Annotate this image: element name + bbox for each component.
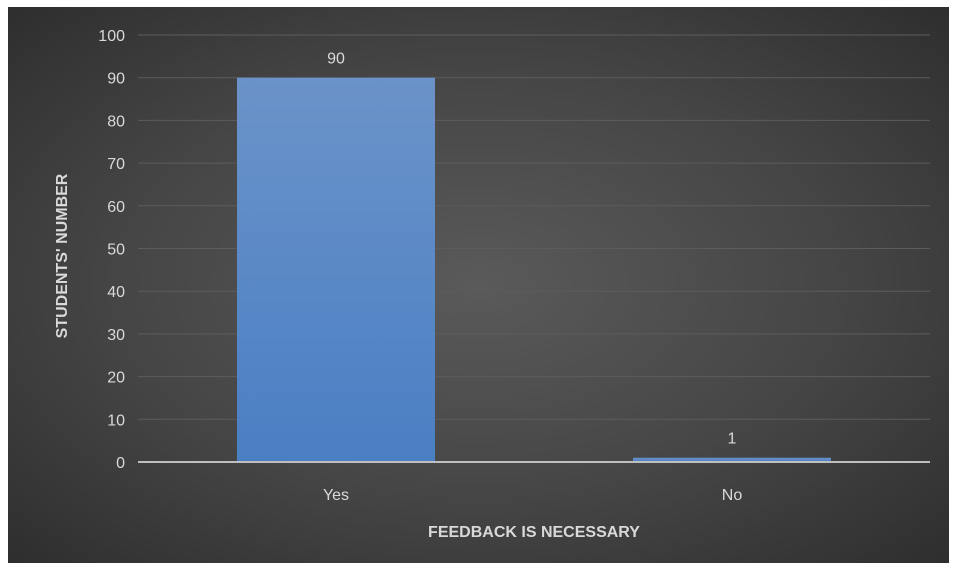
y-tick-label: 40 xyxy=(107,284,125,301)
bar-no xyxy=(633,457,831,462)
y-axis-ticks: 0 10 20 30 40 50 60 70 80 90 100 xyxy=(98,28,125,472)
y-tick-label: 90 xyxy=(107,71,125,88)
x-axis-ticks: Yes No xyxy=(323,487,742,504)
y-tick-label: 80 xyxy=(107,113,125,130)
x-tick-label: No xyxy=(722,487,743,504)
y-tick-label: 0 xyxy=(116,455,125,472)
chart-area: 0 10 20 30 40 50 60 70 80 90 100 Yes No 90 1 FEEDBAC… xyxy=(8,7,949,563)
x-tick-label: Yes xyxy=(323,487,349,504)
x-axis-title: FEEDBACK IS NECESSARY xyxy=(428,524,640,541)
y-tick-label: 70 xyxy=(107,156,125,173)
y-tick-label: 60 xyxy=(107,199,125,216)
data-label: 1 xyxy=(728,431,737,448)
y-tick-label: 100 xyxy=(98,28,125,45)
y-tick-label: 20 xyxy=(107,370,125,387)
y-tick-label: 10 xyxy=(107,412,125,429)
data-labels: 90 1 xyxy=(327,51,736,448)
bars xyxy=(237,77,831,462)
bar-chart: 0 10 20 30 40 50 60 70 80 90 100 Yes No 90 1 FEEDBAC… xyxy=(54,28,930,541)
y-tick-label: 50 xyxy=(107,242,125,259)
y-axis-title: STUDENTS' NUMBER xyxy=(54,173,71,338)
bar-yes xyxy=(237,77,435,462)
y-tick-label: 30 xyxy=(107,327,125,344)
data-label: 90 xyxy=(327,51,345,68)
